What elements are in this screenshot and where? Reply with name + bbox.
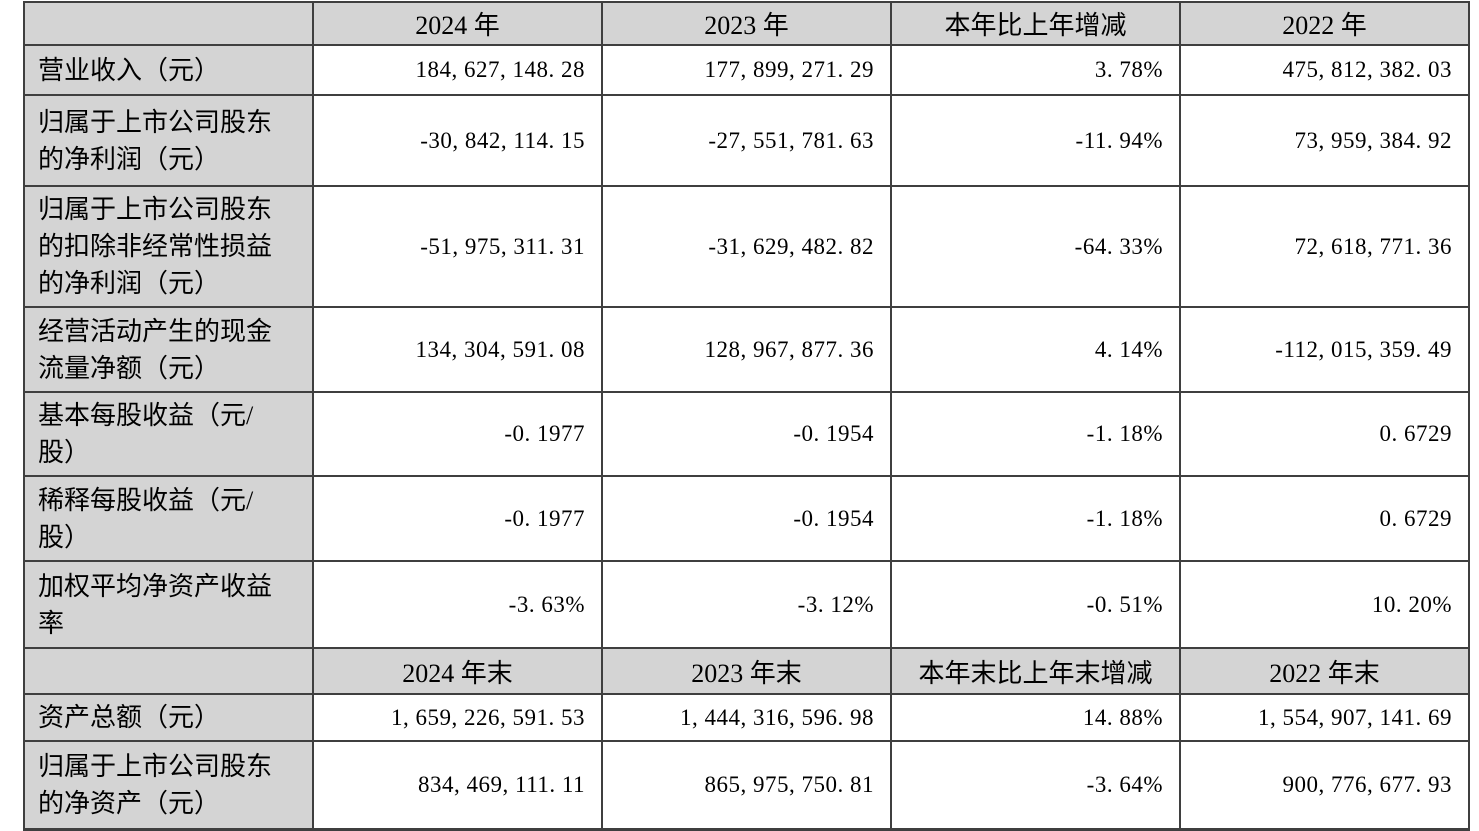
value-change: 4. 14% (890, 306, 1181, 393)
metric-label: 营业收入（元） (23, 44, 314, 96)
table-row-diluted-eps: 稀释每股收益（元/ 股） -0. 1977 -0. 1954 -1. 18% 0… (23, 475, 1470, 562)
table-row-operating-revenue: 营业收入（元） 184, 627, 148. 28 177, 899, 271.… (23, 44, 1470, 96)
metric-label: 基本每股收益（元/ 股） (23, 391, 314, 477)
metric-label: 归属于上市公司股东 的扣除非经常性损益 的净利润（元） (23, 185, 314, 308)
value-2023: 865, 975, 750. 81 (601, 740, 892, 831)
annual-header-change: 本年比上年增减 (890, 1, 1181, 46)
table-row-weighted-avg-roe: 加权平均净资产收益 率 -3. 63% -3. 12% -0. 51% 10. … (23, 560, 1470, 649)
value-2024: -30, 842, 114. 15 (312, 94, 603, 187)
year-end-header-2023: 2023 年末 (601, 647, 892, 695)
metric-label: 加权平均净资产收益 率 (23, 560, 314, 649)
value-2024: -0. 1977 (312, 475, 603, 562)
metric-label: 经营活动产生的现金 流量净额（元） (23, 306, 314, 393)
table-row-basic-eps: 基本每股收益（元/ 股） -0. 1977 -0. 1954 -1. 18% 0… (23, 391, 1470, 477)
metric-label: 归属于上市公司股东 的净资产（元） (23, 740, 314, 831)
value-2024: 134, 304, 591. 08 (312, 306, 603, 393)
metric-label: 稀释每股收益（元/ 股） (23, 475, 314, 562)
value-change: -3. 64% (890, 740, 1181, 831)
year-end-header-2022: 2022 年末 (1179, 647, 1470, 695)
year-end-header-row: 2024 年末 2023 年末 本年末比上年末增减 2022 年末 (23, 647, 1470, 695)
table-row-net-profit: 归属于上市公司股东 的净利润（元） -30, 842, 114. 15 -27,… (23, 94, 1470, 187)
year-end-header-2024: 2024 年末 (312, 647, 603, 695)
year-end-header-change: 本年末比上年末增减 (890, 647, 1181, 695)
value-2024: 834, 469, 111. 11 (312, 740, 603, 831)
value-2023: 128, 967, 877. 36 (601, 306, 892, 393)
value-2023: -3. 12% (601, 560, 892, 649)
value-2022: -112, 015, 359. 49 (1179, 306, 1470, 393)
annual-header-2024: 2024 年 (312, 1, 603, 46)
value-2022: 72, 618, 771. 36 (1179, 185, 1470, 308)
table-row-total-assets: 资产总额（元） 1, 659, 226, 591. 53 1, 444, 316… (23, 693, 1470, 742)
annual-header-2023: 2023 年 (601, 1, 892, 46)
value-2024: -51, 975, 311. 31 (312, 185, 603, 308)
value-change: 14. 88% (890, 693, 1181, 742)
value-change: -11. 94% (890, 94, 1181, 187)
value-2022: 475, 812, 382. 03 (1179, 44, 1470, 96)
value-2024: -3. 63% (312, 560, 603, 649)
metric-label: 归属于上市公司股东 的净利润（元） (23, 94, 314, 187)
value-2023: 1, 444, 316, 596. 98 (601, 693, 892, 742)
key-financials-table-wrap: 2024 年 2023 年 本年比上年增减 2022 年 营业收入（元） 184… (23, 1, 1470, 831)
table-row-operating-cash-flow: 经营活动产生的现金 流量净额（元） 134, 304, 591. 08 128,… (23, 306, 1470, 393)
table-row-net-profit-excl-nonrecurring: 归属于上市公司股东 的扣除非经常性损益 的净利润（元） -51, 975, 31… (23, 185, 1470, 308)
value-2022: 900, 776, 677. 93 (1179, 740, 1470, 831)
value-2024: 1, 659, 226, 591. 53 (312, 693, 603, 742)
annual-header-row: 2024 年 2023 年 本年比上年增减 2022 年 (23, 1, 1470, 46)
annual-header-2022: 2022 年 (1179, 1, 1470, 46)
value-2022: 0. 6729 (1179, 391, 1470, 477)
value-2024: 184, 627, 148. 28 (312, 44, 603, 96)
value-change: -0. 51% (890, 560, 1181, 649)
value-2022: 10. 20% (1179, 560, 1470, 649)
value-2023: 177, 899, 271. 29 (601, 44, 892, 96)
value-2023: -0. 1954 (601, 475, 892, 562)
year-end-header-blank (23, 647, 314, 695)
value-2022: 73, 959, 384. 92 (1179, 94, 1470, 187)
value-2023: -27, 551, 781. 63 (601, 94, 892, 187)
value-change: -64. 33% (890, 185, 1181, 308)
key-financials-table: 2024 年 2023 年 本年比上年增减 2022 年 营业收入（元） 184… (23, 1, 1470, 831)
value-change: -1. 18% (890, 391, 1181, 477)
value-2023: -31, 629, 482. 82 (601, 185, 892, 308)
metric-label: 资产总额（元） (23, 693, 314, 742)
annual-header-blank (23, 1, 314, 46)
table-row-net-assets: 归属于上市公司股东 的净资产（元） 834, 469, 111. 11 865,… (23, 740, 1470, 831)
value-change: 3. 78% (890, 44, 1181, 96)
value-change: -1. 18% (890, 475, 1181, 562)
value-2022: 1, 554, 907, 141. 69 (1179, 693, 1470, 742)
value-2023: -0. 1954 (601, 391, 892, 477)
value-2022: 0. 6729 (1179, 475, 1470, 562)
value-2024: -0. 1977 (312, 391, 603, 477)
